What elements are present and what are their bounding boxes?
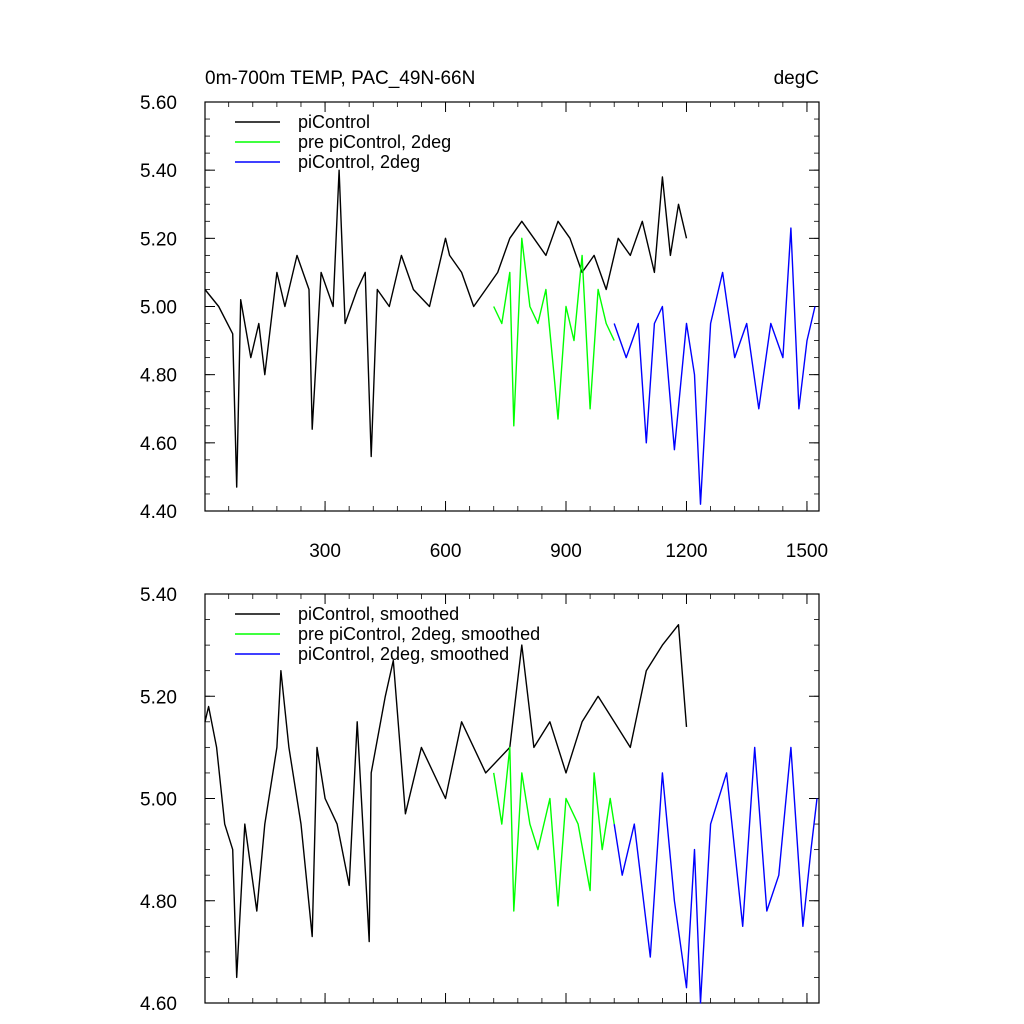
top-y-tick-label: 5.20 <box>140 229 177 250</box>
top-y-tick-label: 4.60 <box>140 434 177 455</box>
top-axes: 4.40 4.60 4.80 5.00 5.20 5.40 5.60 300 600 900 120… <box>140 93 828 562</box>
bottom-series-lines <box>204 624 818 1004</box>
bottom-series-line-0 <box>204 624 688 979</box>
bottom-legend-label: piControl, 2deg, smoothed <box>298 644 509 664</box>
top-x-tick-label: 600 <box>430 541 462 562</box>
bottom-y-tick-label: 5.40 <box>140 585 177 606</box>
top-y-tick-label: 5.00 <box>140 298 177 319</box>
bottom-series-line-1 <box>493 746 615 912</box>
bottom-panel: 4.60 4.80 5.00 5.20 5.40 piControl, smoothed… <box>140 585 820 1015</box>
bottom-axes: 4.60 4.80 5.00 5.20 5.40 <box>140 585 819 1015</box>
top-x-tick-label: 1500 <box>786 541 828 562</box>
top-x-tick-label: 900 <box>550 541 582 562</box>
bottom-series-line-2 <box>613 746 818 1004</box>
top-legend-label: piControl <box>298 112 370 132</box>
top-y-tick-label: 4.80 <box>140 366 177 387</box>
bottom-legend-label: pre piControl, 2deg, smoothed <box>298 624 540 644</box>
bottom-legend-label: piControl, smoothed <box>298 604 459 624</box>
bottom-y-tick-label: 5.20 <box>140 687 177 708</box>
bottom-y-tick-label: 4.60 <box>140 994 177 1015</box>
top-series-lines <box>204 169 816 505</box>
top-y-tick-label: 5.40 <box>140 161 177 182</box>
top-series-line-0 <box>204 169 688 488</box>
top-x-tick-label: 1200 <box>665 541 707 562</box>
bottom-y-tick-label: 4.80 <box>140 892 177 913</box>
top-chart-units: degC <box>774 68 819 89</box>
top-x-tick-label: 300 <box>309 541 341 562</box>
top-panel: 0m-700m TEMP, PAC_49N-66N degC 4.404.604… <box>140 68 828 562</box>
top-legend-label: pre piControl, 2deg <box>298 132 451 152</box>
bottom-y-tick-label: 5.00 <box>140 790 177 811</box>
top-chart-title: 0m-700m TEMP, PAC_49N-66N <box>205 68 475 89</box>
top-legend-label: piControl, 2deg <box>298 152 420 172</box>
top-y-tick-label: 5.60 <box>140 93 177 114</box>
top-series-line-1 <box>493 237 615 427</box>
top-y-tick-label: 4.40 <box>140 502 177 523</box>
top-series-line-2 <box>613 227 816 505</box>
